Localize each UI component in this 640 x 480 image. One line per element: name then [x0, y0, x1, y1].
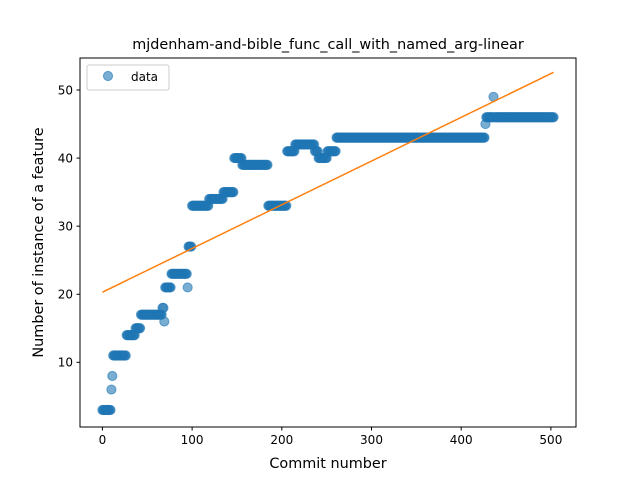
data-point: [134, 323, 146, 334]
fit-line: [102, 71, 554, 293]
y-tick-label: 10: [58, 356, 73, 370]
data-point: [165, 282, 176, 293]
y-tick-label: 30: [58, 219, 73, 233]
plot-frame: [79, 57, 577, 428]
legend-label-data: data: [131, 70, 158, 84]
data-point: [182, 282, 193, 293]
y-tick-label: 20: [58, 288, 73, 302]
plot-marks: [97, 71, 559, 416]
y-tick-label: 40: [58, 151, 73, 165]
data-point: [548, 112, 559, 123]
data-point: [159, 316, 170, 327]
data-point: [181, 268, 192, 279]
data-point: [158, 302, 169, 313]
data-point: [107, 370, 118, 382]
data-point: [262, 159, 273, 170]
chart-title: mjdenham-and-bible_func_call_with_named_…: [132, 37, 524, 53]
x-tick-label: 400: [450, 433, 473, 447]
x-tick-label: 200: [270, 433, 293, 447]
x-tick-label: 500: [539, 433, 562, 447]
data-point: [105, 404, 116, 416]
plot-axes: 0 100 200 300 400 500 10 20 30 40 50: [58, 83, 563, 447]
x-tick-label: 100: [181, 433, 204, 447]
data-point: [106, 384, 117, 395]
data-point: [228, 187, 239, 198]
y-tick-label: 50: [58, 83, 73, 97]
x-tick-label: 300: [360, 433, 383, 447]
data-point: [120, 350, 131, 361]
data-point: [479, 132, 490, 143]
legend: data: [86, 64, 170, 91]
legend-marker-data: [102, 70, 114, 82]
y-axis-label: Number of instance of a feature: [31, 127, 47, 357]
x-axis-label: Commit number: [269, 456, 386, 472]
x-tick-label: 0: [99, 433, 107, 447]
data-point: [330, 146, 341, 157]
